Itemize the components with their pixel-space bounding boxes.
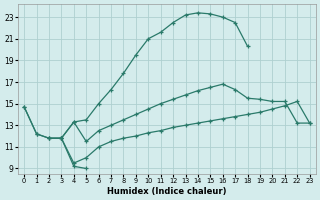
X-axis label: Humidex (Indice chaleur): Humidex (Indice chaleur)	[107, 187, 227, 196]
